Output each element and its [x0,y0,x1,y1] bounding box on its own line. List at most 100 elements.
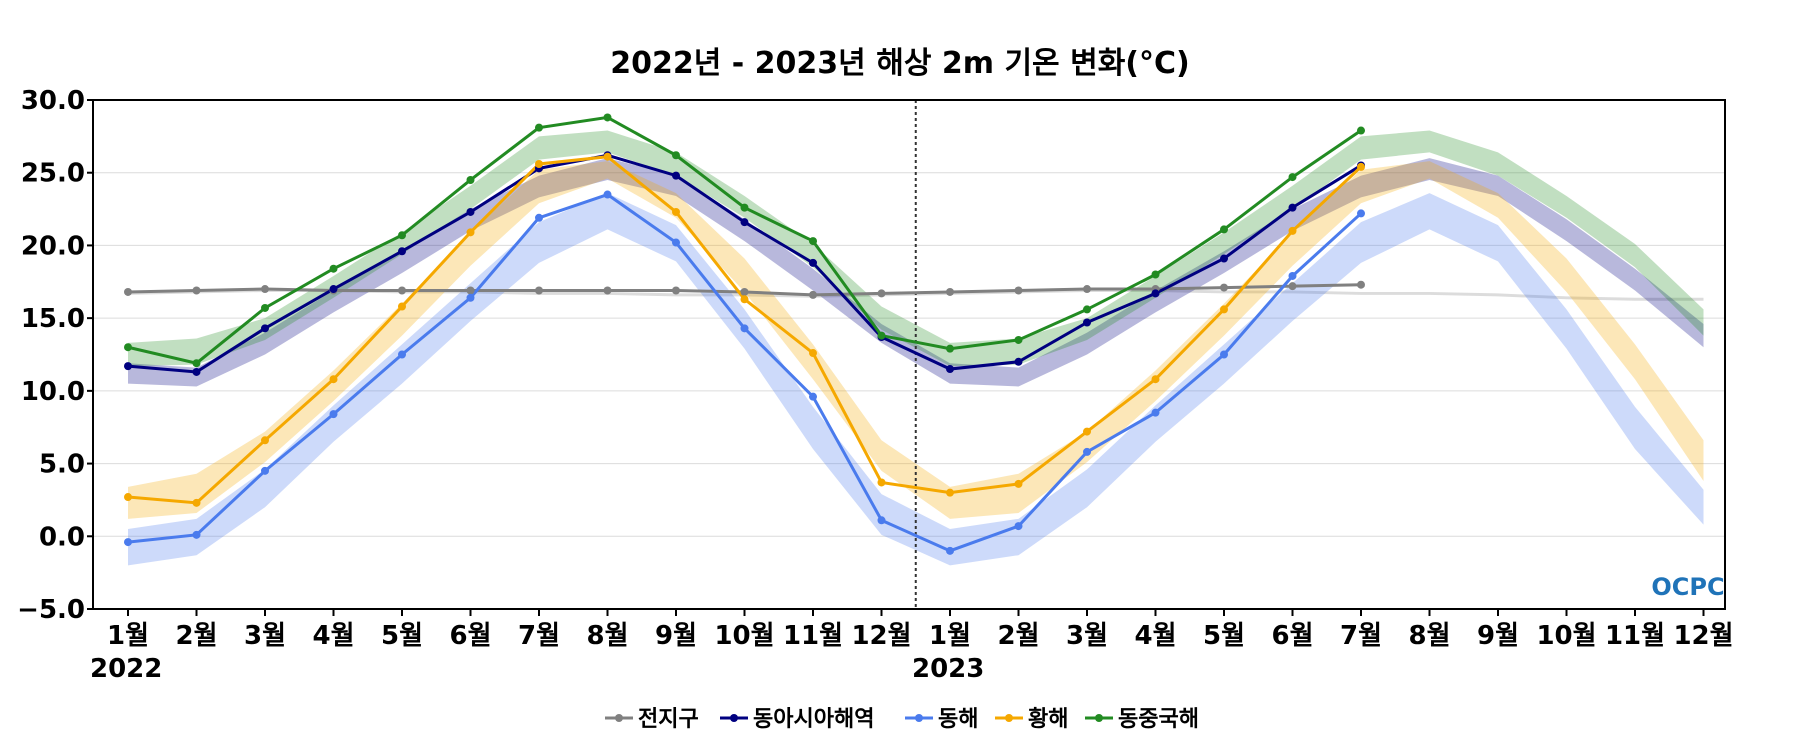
series-points [124,113,1365,555]
year-label: 2022 [90,654,162,684]
data-point [124,493,132,502]
data-point [946,344,954,353]
data-point [192,530,201,539]
data-point [603,190,612,199]
y-tick-label: 5.0 [39,450,85,480]
data-point [1083,447,1091,456]
band-동중국해 [128,130,1704,367]
x-tick-label: 4월 [312,621,354,651]
y-tick-label: 10.0 [21,377,85,407]
data-point [809,290,817,299]
legend-label: 동해 [938,707,978,732]
data-point [672,207,680,216]
legend-label: 동아시아해역 [753,707,874,732]
x-tick-label: 11월 [783,621,843,651]
data-point [1083,318,1091,327]
data-point [1288,271,1297,280]
y-axis: 30.0 25.0 20.0 15.0 10.0 5.0 0.0 −5.0 [17,86,93,625]
y-tick-label: −5.0 [17,595,85,625]
x-tick-label: 9월 [655,621,697,651]
data-point [1083,305,1091,314]
data-point [398,286,406,295]
data-point [1357,209,1365,218]
data-point [877,516,886,525]
data-point [672,238,680,247]
data-point [124,538,132,547]
legend-marker [915,714,923,722]
data-point [603,286,612,295]
data-point [946,365,954,374]
data-point [809,237,817,246]
data-point [466,286,475,295]
data-point [740,203,749,212]
data-point [124,362,132,371]
x-tick-label: 5월 [1203,621,1245,651]
data-point [124,287,132,296]
data-point [946,488,954,497]
data-point [672,171,680,180]
x-tick-label: 8월 [1408,621,1450,651]
data-point [740,295,749,304]
x-tick-label: 10월 [714,621,774,651]
x-tick-label: 2월 [175,621,217,651]
y-tick-label: 30.0 [21,86,85,116]
data-point [1288,226,1297,235]
data-point [261,436,269,445]
logo-text: OCPC [1651,573,1724,601]
x-tick-label: 3월 [1066,621,1108,651]
x-tick-label: 12월 [851,621,911,651]
data-point [877,331,886,340]
data-point [329,285,338,294]
x-tick-label: 1월 [929,621,971,651]
x-tick-label: 7월 [518,621,560,651]
data-point [1151,408,1160,417]
data-point [1288,203,1297,212]
data-point [261,303,269,312]
data-point [329,264,338,273]
plot-frame [92,99,1726,610]
data-point [192,367,201,376]
x-tick-label: 5월 [381,621,423,651]
data-point [1014,479,1023,488]
data-point [672,151,680,160]
data-point [877,289,886,298]
x-tick-label: 10월 [1536,621,1596,651]
data-point [1083,285,1091,294]
data-point [535,213,543,222]
x-tick-label: 6월 [449,621,491,651]
x-tick-label: 2월 [997,621,1039,651]
data-point [466,175,475,184]
legend-label: 전지구 [638,707,699,732]
y-tick-label: 0.0 [39,522,85,552]
data-point [1014,522,1023,531]
gridlines [93,172,1725,537]
data-point [466,207,475,216]
x-tick-label: 11월 [1605,621,1665,651]
legend-label: 황해 [1028,707,1068,732]
legend-marker [1095,714,1103,722]
data-point [740,287,749,296]
data-point [1014,335,1023,344]
legend-marker [730,714,738,722]
data-point [192,359,201,368]
data-point [466,228,475,237]
data-point [1288,282,1297,291]
data-point [1014,286,1023,295]
data-point [809,392,817,401]
chart-title: 2022년 - 2023년 해상 2m 기온 변화(°C) [610,46,1189,81]
data-point [398,350,406,359]
data-point [1151,289,1160,298]
data-point [809,349,817,358]
data-point [261,324,269,333]
data-point [1014,357,1023,366]
data-point [740,218,749,227]
year-label: 2023 [912,654,984,684]
y-tick-label: 20.0 [21,231,85,261]
data-point [261,285,269,294]
data-point [877,478,886,487]
x-tick-label: 8월 [586,621,628,651]
legend-marker [1005,714,1013,722]
data-point [1357,280,1365,289]
x-axis: 1월 2월 3월 4월 5월 6월 7월 8월 9월 10월 11월 12월 1월 2월 3월 4월 5월 6월 7… [107,609,1734,651]
